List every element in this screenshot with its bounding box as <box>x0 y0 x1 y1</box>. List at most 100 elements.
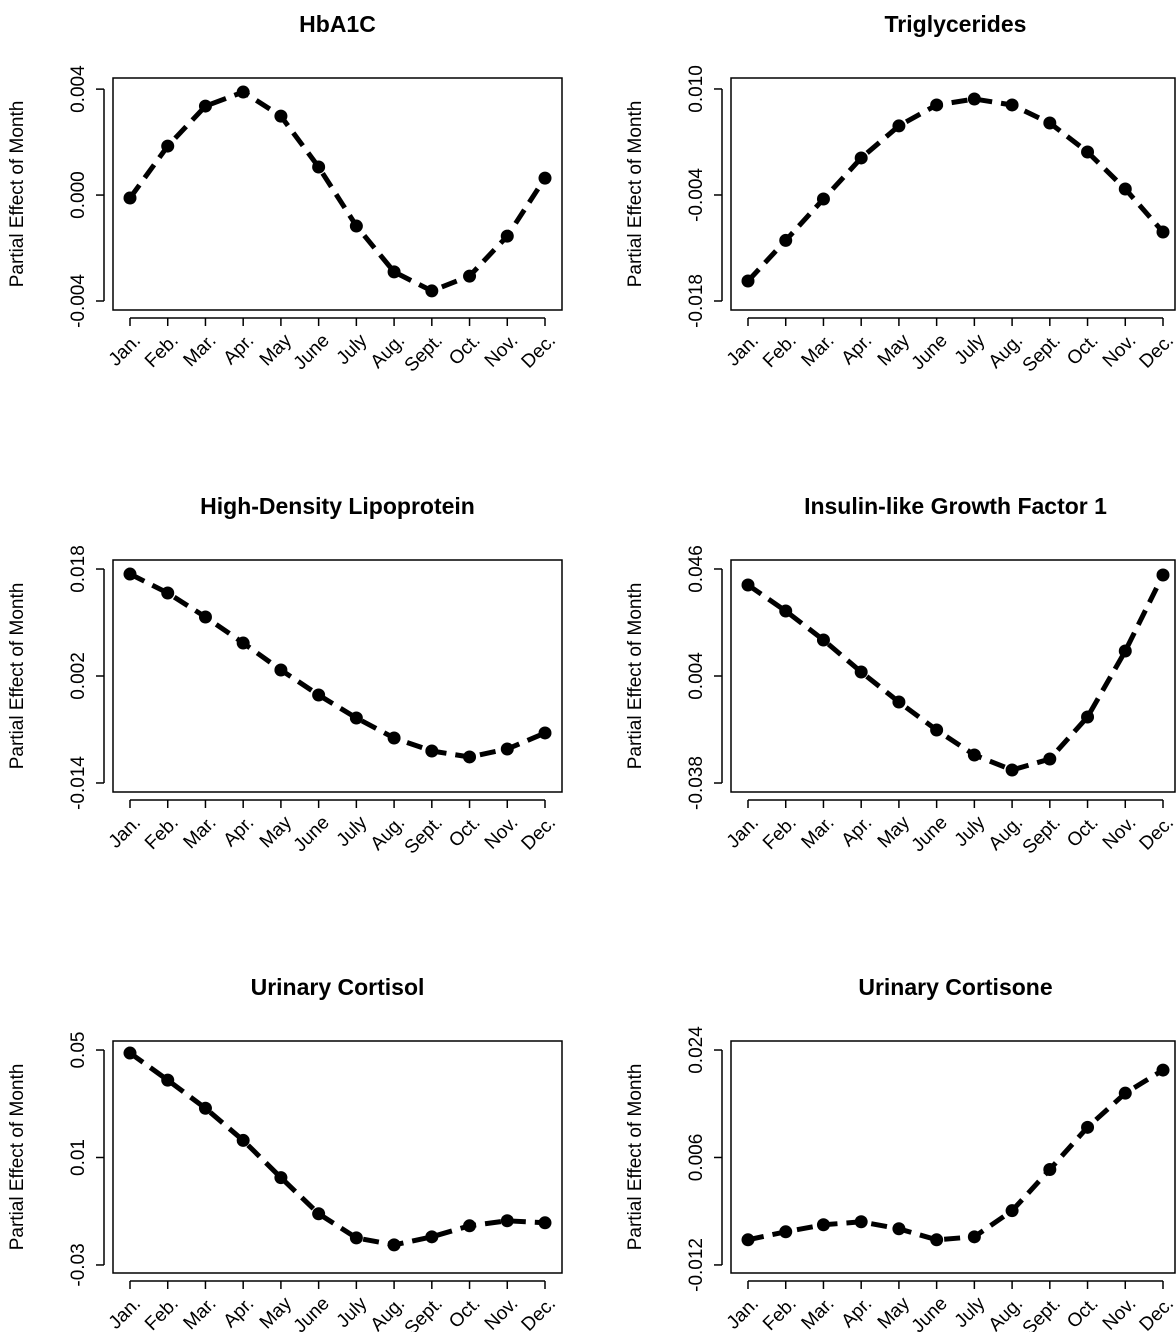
x-tick-label: Nov. <box>481 330 522 371</box>
data-point <box>854 151 868 165</box>
x-tick-label: Oct. <box>445 812 484 851</box>
x-tick-label: Feb. <box>141 330 183 372</box>
data-point <box>500 229 514 243</box>
chart-title: HbA1C <box>299 11 376 37</box>
data-point <box>274 1171 288 1185</box>
data-point <box>741 578 755 592</box>
y-tick-label: 0.000 <box>68 171 89 219</box>
data-point <box>1005 763 1019 777</box>
data-point <box>816 1218 830 1232</box>
data-point <box>816 192 830 206</box>
data-point <box>236 636 250 650</box>
x-tick-label: Jan. <box>105 330 145 370</box>
chart-title: Urinary Cortisone <box>858 974 1052 1000</box>
data-line <box>128 1050 546 1248</box>
chart-title: Triglycerides <box>885 11 1027 37</box>
x-tick-label: Apr. <box>220 1293 259 1332</box>
x-tick-label: Nov. <box>481 1293 522 1332</box>
x-tick-label: Sept. <box>1019 330 1065 376</box>
plot-box <box>112 559 563 793</box>
panel: HbA1C Partial Effect of Month 0.004 0.000 -0… <box>7 11 563 376</box>
data-point <box>123 191 137 205</box>
x-tick-label: July <box>333 1293 372 1332</box>
x-tick-label: June <box>290 1293 334 1332</box>
x-tick-label: Sept. <box>401 330 447 376</box>
data-point <box>387 265 401 279</box>
data-point <box>930 1233 944 1247</box>
data-point <box>1005 98 1019 112</box>
x-tick-label: Feb. <box>141 812 183 854</box>
data-point <box>349 219 363 233</box>
y-tick-label: 0.018 <box>68 545 89 593</box>
y-tick-label: -0.03 <box>68 1243 89 1286</box>
data-point <box>123 1046 137 1060</box>
x-tick-label: Aug. <box>985 330 1027 372</box>
x-tick-label: Sept. <box>401 1293 447 1332</box>
x-tick-label: Oct. <box>1063 1293 1102 1332</box>
x-tick-label: June <box>908 1293 952 1332</box>
y-tick-label: -0.012 <box>686 1238 707 1292</box>
y-axis-label: Partial Effect of Month <box>7 583 28 770</box>
data-point <box>463 1219 477 1233</box>
data-point <box>463 750 477 764</box>
x-tick-label: May <box>256 812 297 853</box>
x-tick-label: June <box>290 812 334 856</box>
data-point <box>741 1233 755 1247</box>
y-tick-label: -0.004 <box>686 168 707 222</box>
data-point <box>741 274 755 288</box>
x-tick-label: Mar. <box>180 330 221 371</box>
data-point <box>425 284 439 298</box>
x-tick-label: Apr. <box>220 812 259 851</box>
x-tick-label: Jan. <box>723 812 763 852</box>
y-tick-label: -0.004 <box>68 274 89 328</box>
plot-box <box>730 77 1176 311</box>
data-point <box>236 85 250 99</box>
panel: Urinary Cortisol Partial Effect of Month 0… <box>7 974 563 1332</box>
data-point <box>463 269 477 283</box>
x-tick-label: Sept. <box>1019 1293 1065 1332</box>
data-point <box>236 1133 250 1147</box>
x-tick-label: Dec. <box>518 330 560 372</box>
data-point <box>198 1101 212 1115</box>
x-tick-label: May <box>874 1293 915 1332</box>
y-tick-label: 0.002 <box>68 652 89 700</box>
x-tick-label: Nov. <box>1099 330 1140 371</box>
x-tick-label: Jan. <box>723 330 763 370</box>
x-tick-label: Dec. <box>518 812 560 854</box>
data-point <box>538 1216 552 1230</box>
x-tick-label: Apr. <box>838 330 877 369</box>
x-tick-label: Mar. <box>798 812 839 853</box>
chart-title: Insulin-like Growth Factor 1 <box>804 493 1107 519</box>
y-tick-label: 0.004 <box>68 65 89 113</box>
x-tick-label: May <box>256 1293 297 1332</box>
data-point <box>1005 1204 1019 1218</box>
x-tick-label: Oct. <box>1063 812 1102 851</box>
plot-box <box>112 77 563 311</box>
x-tick-label: Nov. <box>1099 812 1140 853</box>
data-point <box>854 1215 868 1229</box>
data-point <box>816 633 830 647</box>
x-tick-label: Aug. <box>367 330 409 372</box>
data-point <box>387 731 401 745</box>
x-tick-label: Oct. <box>445 330 484 369</box>
x-tick-label: June <box>908 330 952 374</box>
data-point <box>198 610 212 624</box>
y-tick-label: 0.024 <box>686 1026 707 1074</box>
panel: Triglycerides Partial Effect of Month 0.01… <box>625 11 1176 376</box>
x-tick-label: Apr. <box>838 812 877 851</box>
data-point <box>161 1073 175 1087</box>
x-tick-label: May <box>874 330 915 371</box>
chart-title: Urinary Cortisol <box>251 974 425 1000</box>
data-line <box>746 573 1166 773</box>
data-point <box>1081 710 1095 724</box>
data-point <box>425 1230 439 1244</box>
data-point <box>123 567 137 581</box>
y-tick-label: 0.01 <box>68 1139 89 1176</box>
y-axis-label: Partial Effect of Month <box>7 101 28 288</box>
y-axis-label: Partial Effect of Month <box>625 583 646 770</box>
data-point <box>779 1225 793 1239</box>
data-line <box>747 1067 1165 1243</box>
x-tick-label: Sept. <box>401 812 447 858</box>
x-tick-label: June <box>908 812 952 856</box>
